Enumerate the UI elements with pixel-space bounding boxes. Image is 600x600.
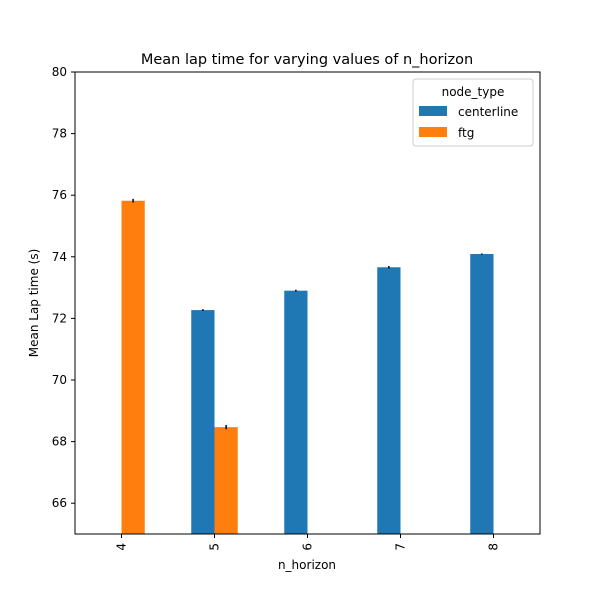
x-tick-label: 4 (115, 543, 129, 551)
y-tick-label: 78 (52, 127, 67, 141)
bar-ftg-5 (214, 427, 238, 534)
y-tick-label: 68 (52, 435, 67, 449)
bar-centerline-8 (470, 254, 494, 534)
bar-centerline-6 (284, 290, 308, 534)
legend-label-ftg: ftg (458, 126, 474, 140)
bar-centerline-5 (191, 310, 215, 534)
bar-ftg-4 (121, 200, 145, 534)
bars-group (121, 200, 494, 534)
legend-title: node_type (442, 85, 505, 99)
x-tick-label: 8 (487, 543, 501, 551)
y-axis: 66 68 70 72 74 76 78 80 (52, 65, 75, 510)
x-tick-label: 7 (394, 543, 408, 551)
legend: node_type centerline ftg (412, 78, 534, 147)
x-axis: 4 5 6 7 8 (115, 534, 501, 551)
x-tick-label: 5 (208, 543, 222, 551)
y-tick-label: 72 (52, 311, 67, 325)
error-bars-group (132, 198, 483, 430)
x-tick-label: 6 (301, 543, 315, 551)
y-tick-label: 76 (52, 188, 67, 202)
legend-label-centerline: centerline (458, 105, 518, 119)
y-axis-label: Mean Lap time (s) (27, 249, 41, 358)
chart-title: Mean lap time for varying values of n_ho… (141, 52, 473, 68)
bar-centerline-7 (377, 267, 401, 534)
y-tick-label: 80 (52, 65, 67, 79)
legend-swatch-ftg (419, 127, 447, 137)
x-axis-label: n_horizon (278, 558, 336, 572)
legend-swatch-centerline (419, 106, 447, 116)
y-tick-label: 74 (52, 250, 67, 264)
y-tick-label: 70 (52, 373, 67, 387)
y-tick-label: 66 (52, 496, 67, 510)
